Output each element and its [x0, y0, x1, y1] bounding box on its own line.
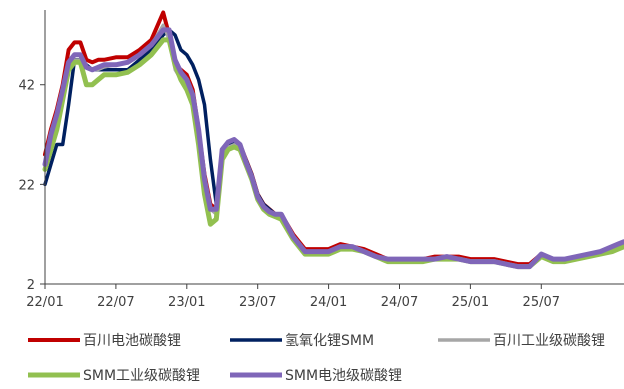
x-tick-label: 25/01 [452, 295, 489, 310]
series-line-4 [42, 37, 624, 270]
legend: 百川电池碳酸锂 氢氧化锂SMM 百川工业级碳酸锂 SMM工业级碳酸锂 SMM电池级碳酸锂 [28, 333, 605, 384]
plot-lines [42, 10, 624, 270]
legend-label-1: 百川电池碳酸锂 [83, 333, 181, 349]
x-tick-label: 23/01 [168, 295, 205, 310]
x-tick-label: 24/07 [381, 295, 418, 310]
x-tick-label: 22/01 [26, 295, 63, 310]
x-tick-label: 22/07 [97, 295, 134, 310]
legend-label-5: SMM电池级碳酸锂 [285, 368, 402, 384]
x-tick-label: 25/07 [523, 295, 560, 310]
y-tick-label: 42 [18, 79, 35, 94]
y-tick-label: 2 [27, 278, 35, 293]
x-tick-label: 24/01 [310, 295, 347, 310]
legend-label-2: 氢氧化锂SMM [285, 333, 374, 349]
series-line-1 [43, 10, 624, 267]
x-tick-label: 23/07 [239, 295, 276, 310]
x-axis-ticks: 22/01 22/07 23/01 23/07 24/01 24/07 25/01 25/07 [26, 284, 560, 310]
series-line-5 [42, 27, 624, 270]
y-tick-label: 22 [18, 178, 35, 193]
legend-label-3: 百川工业级碳酸锂 [493, 333, 605, 349]
legend-label-4: SMM工业级碳酸锂 [83, 368, 200, 384]
series-line-2 [43, 28, 624, 269]
